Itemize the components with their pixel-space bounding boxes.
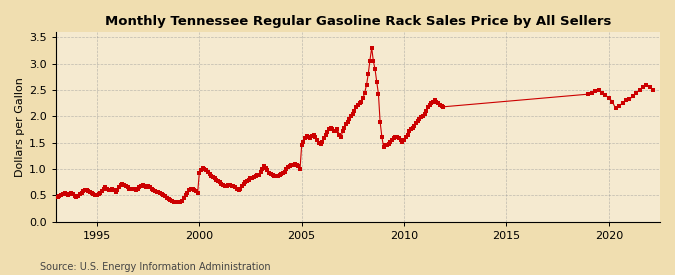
Y-axis label: Dollars per Gallon: Dollars per Gallon — [15, 77, 25, 177]
Title: Monthly Tennessee Regular Gasoline Rack Sales Price by All Sellers: Monthly Tennessee Regular Gasoline Rack … — [105, 15, 611, 28]
Text: Source: U.S. Energy Information Administration: Source: U.S. Energy Information Administ… — [40, 262, 271, 272]
